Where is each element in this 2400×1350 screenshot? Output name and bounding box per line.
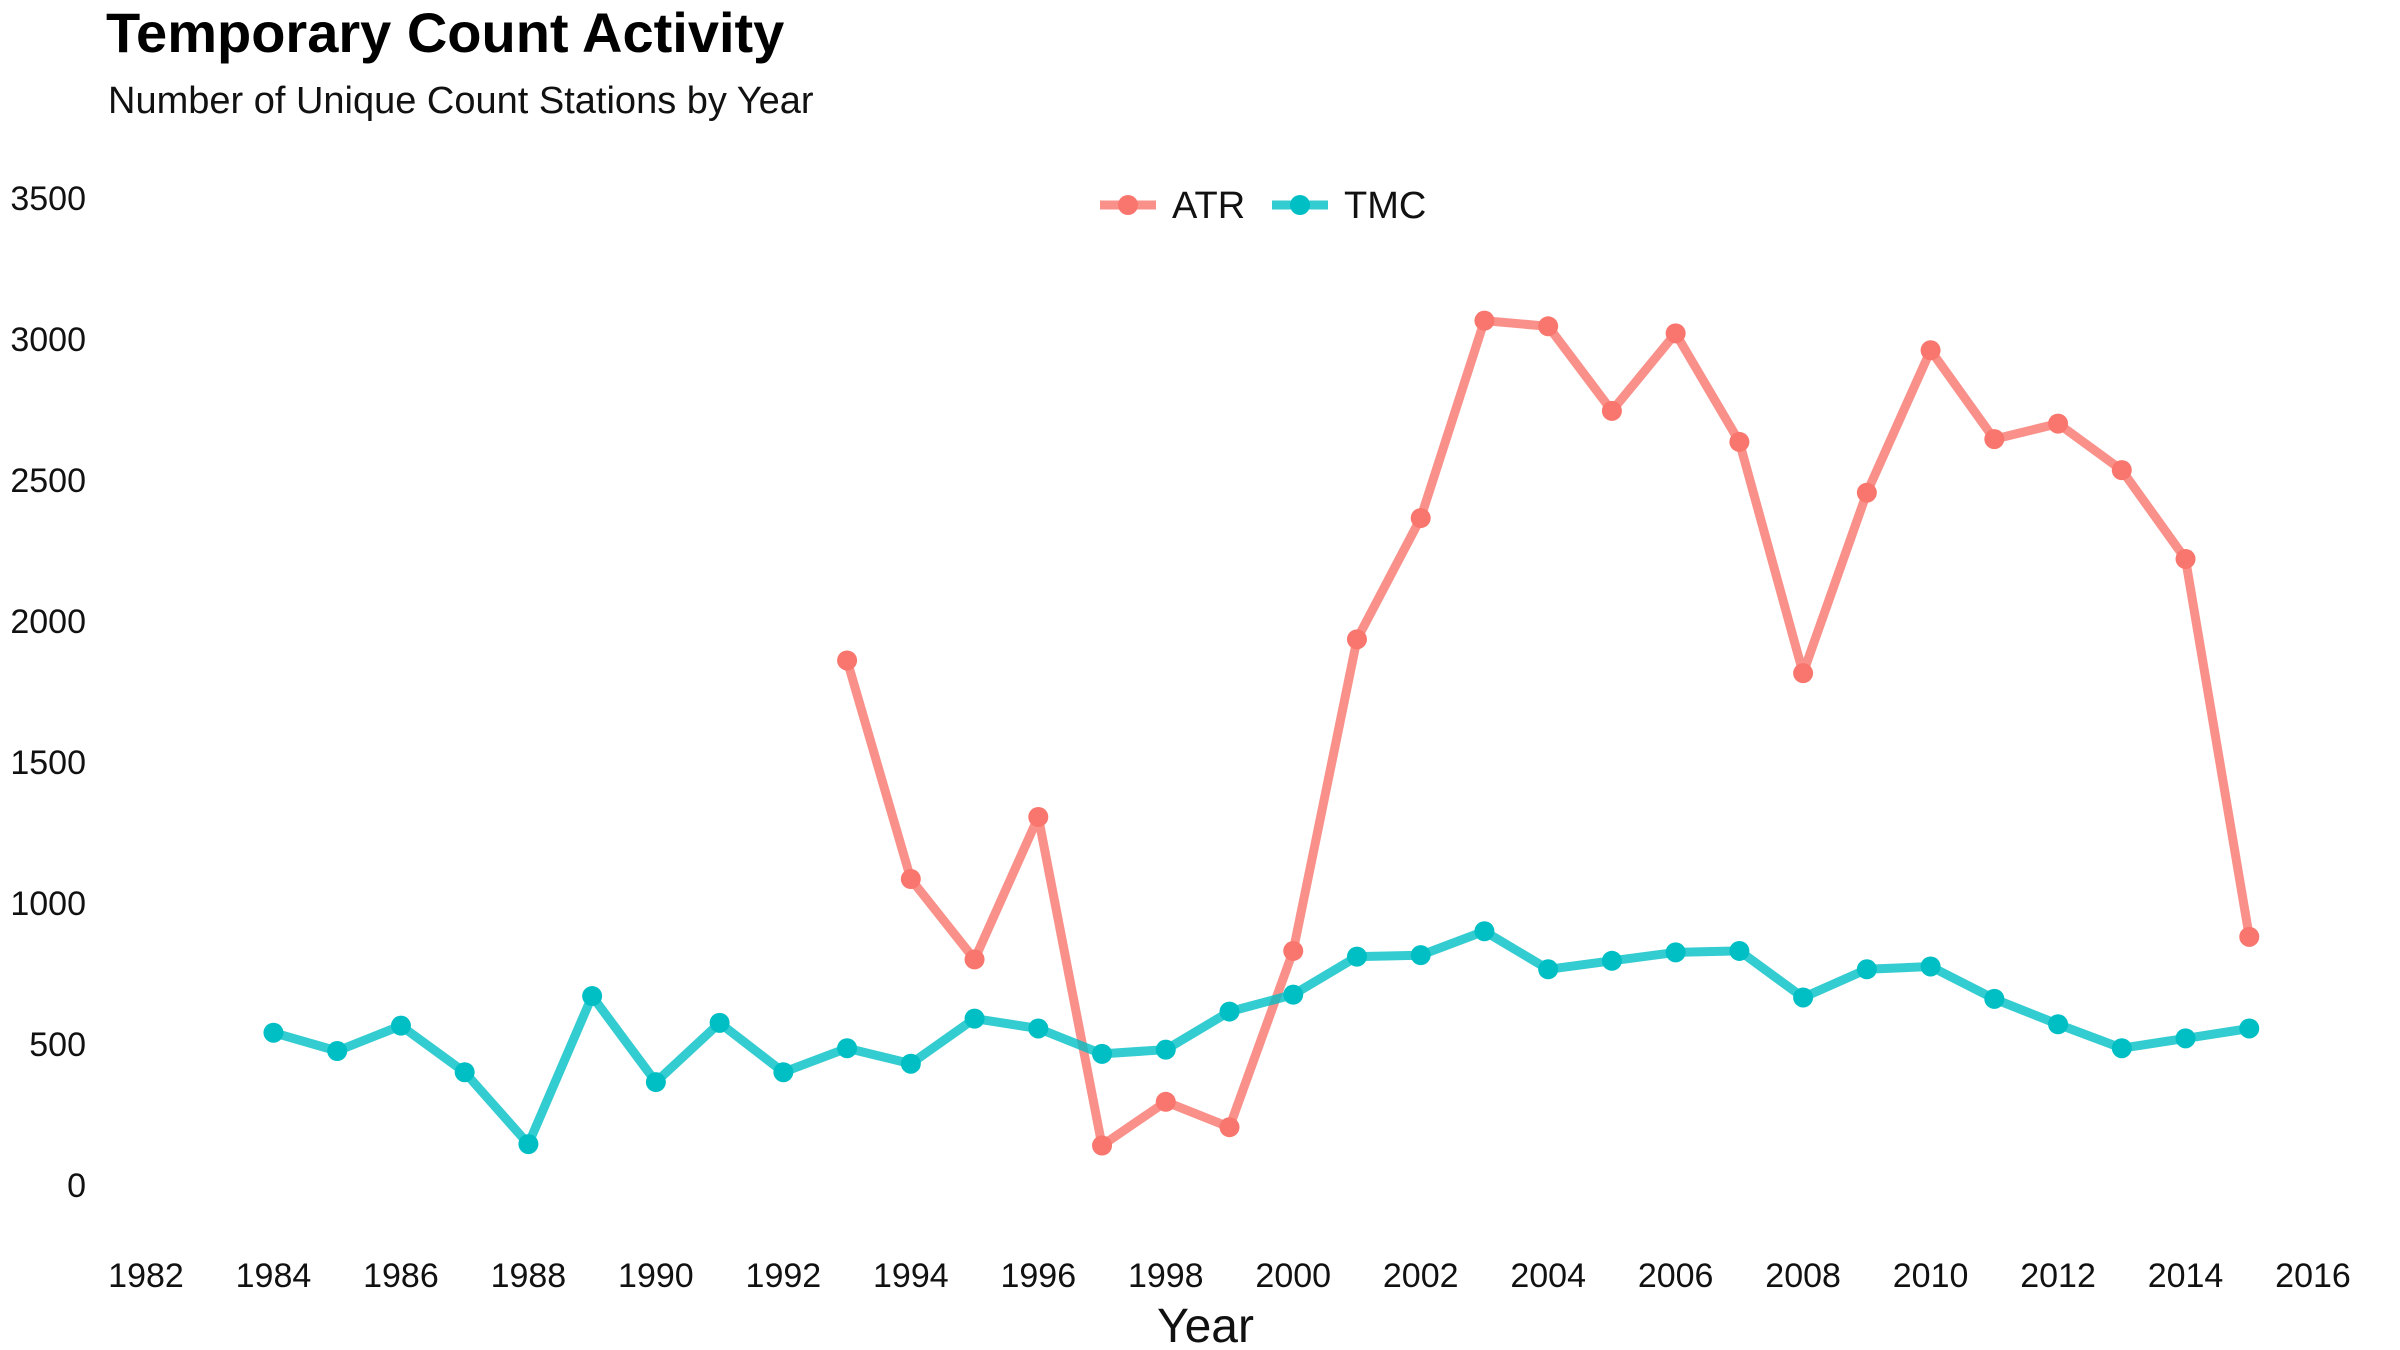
data-point-atr bbox=[837, 650, 858, 671]
data-point-tmc bbox=[964, 1008, 985, 1029]
legend-item-tmc: TMC bbox=[1272, 185, 1426, 227]
data-point-atr bbox=[1729, 431, 1750, 452]
data-point-atr bbox=[1984, 429, 2005, 450]
data-point-tmc bbox=[327, 1041, 348, 1062]
data-point-atr bbox=[964, 949, 985, 970]
data-point-tmc bbox=[263, 1022, 284, 1043]
x-tick-label: 2012 bbox=[2020, 1257, 2096, 1295]
data-point-atr bbox=[1793, 663, 1814, 684]
series-layer bbox=[263, 310, 2260, 1156]
x-tick-label: 2002 bbox=[1383, 1257, 1459, 1295]
x-tick-label: 1994 bbox=[873, 1257, 949, 1295]
legend-label-tmc: TMC bbox=[1344, 185, 1426, 227]
x-tick-label: 2016 bbox=[2275, 1257, 2351, 1295]
legend-marker-atr bbox=[1118, 195, 1138, 215]
data-point-tmc bbox=[1410, 945, 1431, 966]
x-tick-label: 2006 bbox=[1638, 1257, 1714, 1295]
data-point-atr bbox=[1665, 323, 1686, 344]
data-point-atr bbox=[1410, 508, 1431, 529]
y-tick-label: 2500 bbox=[10, 462, 86, 500]
x-tick-label: 1984 bbox=[236, 1257, 312, 1295]
x-tick-label: 2004 bbox=[1510, 1257, 1586, 1295]
y-tick-label: 500 bbox=[29, 1026, 86, 1064]
x-tick-label: 1992 bbox=[746, 1257, 822, 1295]
data-point-tmc bbox=[1665, 942, 1686, 963]
data-point-atr bbox=[2175, 548, 2196, 569]
series-tmc bbox=[263, 921, 2260, 1155]
data-point-atr bbox=[2048, 413, 2069, 434]
data-point-tmc bbox=[900, 1053, 921, 1074]
x-axis-tick-labels: 1982 1984 1986 1988 1990 1992 1994 1996 1998 2000… bbox=[108, 1257, 2351, 1295]
data-point-tmc bbox=[1092, 1043, 1113, 1064]
data-point-tmc bbox=[1984, 988, 2005, 1009]
series-line-atr bbox=[842, 316, 2254, 1150]
data-point-tmc bbox=[1538, 959, 1559, 980]
data-point-tmc bbox=[1155, 1039, 1176, 1060]
y-tick-label: 3500 bbox=[10, 180, 86, 218]
data-point-tmc bbox=[1601, 950, 1622, 971]
x-tick-label: 2000 bbox=[1255, 1257, 1331, 1295]
data-point-atr bbox=[900, 869, 921, 890]
data-point-tmc bbox=[645, 1072, 666, 1093]
data-point-atr bbox=[1474, 310, 1495, 331]
x-tick-label: 1982 bbox=[108, 1257, 184, 1295]
legend-item-atr: ATR bbox=[1100, 185, 1245, 227]
data-point-atr bbox=[2239, 926, 2260, 947]
data-point-tmc bbox=[1346, 946, 1367, 967]
x-tick-label: 1986 bbox=[363, 1257, 439, 1295]
data-point-tmc bbox=[1920, 956, 1941, 977]
data-point-tmc bbox=[2175, 1028, 2196, 1049]
data-point-atr bbox=[1856, 482, 1877, 503]
y-tick-label: 0 bbox=[67, 1167, 86, 1205]
data-point-tmc bbox=[1474, 921, 1495, 942]
x-tick-label: 1990 bbox=[618, 1257, 694, 1295]
data-point-tmc bbox=[390, 1015, 411, 1036]
data-point-tmc bbox=[709, 1012, 730, 1033]
x-tick-label: 2008 bbox=[1765, 1257, 1841, 1295]
data-point-atr bbox=[1219, 1117, 1240, 1138]
data-point-atr bbox=[1283, 940, 1304, 961]
data-point-tmc bbox=[773, 1062, 794, 1083]
data-point-atr bbox=[1601, 400, 1622, 421]
data-point-atr bbox=[1346, 629, 1367, 650]
data-point-atr bbox=[1092, 1135, 1113, 1156]
data-point-tmc bbox=[1793, 987, 1814, 1008]
y-tick-label: 2000 bbox=[10, 603, 86, 641]
data-point-atr bbox=[1155, 1091, 1176, 1112]
chart-subtitle: Number of Unique Count Stations by Year bbox=[108, 80, 814, 122]
x-axis-title: Year bbox=[1157, 1300, 1254, 1350]
data-point-atr bbox=[1538, 316, 1559, 337]
y-tick-label: 1000 bbox=[10, 885, 86, 923]
chart-title: Temporary Count Activity bbox=[106, 1, 785, 64]
x-tick-label: 1996 bbox=[1000, 1257, 1076, 1295]
data-point-atr bbox=[1028, 806, 1049, 827]
x-tick-label: 2014 bbox=[2148, 1257, 2224, 1295]
x-tick-label: 1998 bbox=[1128, 1257, 1204, 1295]
data-point-tmc bbox=[582, 986, 603, 1007]
data-point-tmc bbox=[454, 1062, 475, 1083]
data-point-atr bbox=[2111, 460, 2132, 481]
data-point-atr bbox=[1920, 340, 1941, 361]
x-tick-label: 1988 bbox=[491, 1257, 567, 1295]
data-point-tmc bbox=[1729, 940, 1750, 961]
data-point-tmc bbox=[1856, 959, 1877, 980]
y-axis-tick-labels: 0 500 1000 1500 2000 2500 3000 3500 bbox=[10, 180, 86, 1205]
legend-marker-tmc bbox=[1290, 195, 1310, 215]
data-point-tmc bbox=[1028, 1018, 1049, 1039]
series-line-tmc bbox=[269, 926, 2254, 1149]
y-tick-label: 1500 bbox=[10, 744, 86, 782]
legend-label-atr: ATR bbox=[1172, 185, 1245, 227]
data-point-tmc bbox=[837, 1038, 858, 1059]
legend: ATR TMC bbox=[1100, 185, 1426, 227]
y-tick-label: 3000 bbox=[10, 321, 86, 359]
series-atr bbox=[837, 310, 2260, 1156]
data-point-tmc bbox=[518, 1134, 539, 1155]
x-tick-label: 2010 bbox=[1893, 1257, 1969, 1295]
data-point-tmc bbox=[1283, 984, 1304, 1005]
data-point-tmc bbox=[2048, 1014, 2069, 1035]
data-point-tmc bbox=[2111, 1038, 2132, 1059]
data-point-tmc bbox=[1219, 1001, 1240, 1022]
data-point-tmc bbox=[2239, 1018, 2260, 1039]
